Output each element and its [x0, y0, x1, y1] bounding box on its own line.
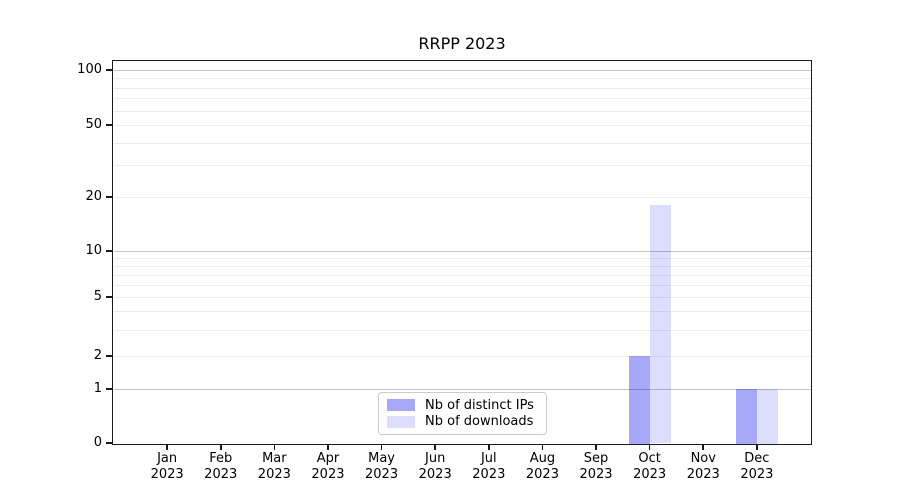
gridline-minor	[113, 265, 811, 267]
x-tick-month: May	[368, 451, 395, 466]
gridline-minor	[113, 78, 811, 80]
y-tick-mark	[106, 355, 112, 357]
x-tick-mark	[166, 445, 168, 450]
x-tick-year: 2023	[686, 466, 720, 482]
x-tick-year: 2023	[633, 466, 667, 482]
chart-title: RRPP 2023	[418, 34, 506, 53]
x-tick-year: 2023	[365, 466, 399, 482]
x-tick-mark	[756, 445, 758, 450]
gridline-major	[113, 70, 811, 71]
gridline-minor	[113, 110, 811, 112]
x-tick-label-may-2023: May 2023	[352, 451, 412, 482]
x-tick-year: 2023	[150, 466, 184, 482]
x-tick-label-jan-2023: Jan 2023	[137, 451, 197, 482]
x-tick-year: 2023	[740, 466, 774, 482]
x-tick-month: Aug	[529, 451, 556, 466]
y-tick-mark	[106, 388, 112, 390]
x-tick-month: Jul	[480, 451, 497, 466]
legend: Nb of distinct IPs Nb of downloads	[378, 392, 547, 435]
y-tick-label: 100	[77, 62, 102, 77]
gridline-minor	[113, 125, 811, 126]
x-tick-month: Jan	[157, 451, 178, 466]
gridline-minor	[113, 356, 811, 357]
x-tick-mark	[702, 445, 705, 450]
y-tick-mark	[106, 124, 112, 126]
x-tick-month: Jun	[425, 451, 446, 466]
x-tick-mark	[327, 445, 329, 450]
y-tick-label: 1	[93, 381, 102, 396]
gridline-minor	[113, 165, 811, 167]
legend-swatch-distinct-ips	[387, 399, 415, 412]
gridline-minor	[113, 197, 811, 198]
x-tick-year: 2023	[418, 466, 452, 482]
x-tick-month: Feb	[209, 451, 233, 466]
y-tick-label: 5	[93, 289, 102, 304]
gridline-minor	[113, 274, 811, 276]
gridline-minor	[113, 98, 811, 100]
y-tick-label: 50	[85, 117, 102, 132]
x-tick-month: Nov	[690, 451, 716, 466]
x-tick-label-mar-2023: Mar 2023	[244, 451, 304, 482]
gridline-minor	[113, 142, 811, 144]
y-tick-mark	[106, 69, 112, 71]
x-tick-label-jun-2023: Jun 2023	[405, 451, 465, 482]
y-tick-label: 20	[85, 189, 102, 204]
x-tick-month: Sep	[583, 451, 609, 466]
x-tick-month: Oct	[638, 451, 661, 466]
x-tick-month: Dec	[744, 451, 770, 466]
y-tick-label: 0	[93, 435, 102, 450]
x-tick-mark	[380, 445, 383, 450]
y-tick-mark	[106, 250, 112, 252]
y-tick-label: 2	[93, 348, 102, 363]
gridlines-layer	[113, 62, 811, 444]
x-tick-year: 2023	[472, 466, 506, 482]
x-tick-year: 2023	[311, 466, 345, 482]
y-tick-mark	[106, 196, 112, 198]
gridline-minor	[113, 329, 811, 331]
x-tick-mark	[488, 445, 490, 450]
x-tick-label-nov-2023: Nov 2023	[673, 451, 733, 482]
gridline-major	[113, 389, 811, 390]
x-tick-label-dec-2023: Dec 2023	[727, 451, 787, 482]
legend-item-distinct-ips: Nb of distinct IPs	[387, 398, 538, 413]
x-tick-label-jul-2023: Jul 2023	[459, 451, 519, 482]
x-tick-mark	[273, 445, 276, 450]
legend-label-distinct-ips: Nb of distinct IPs	[425, 397, 534, 413]
gridline-minor	[113, 257, 811, 259]
gridline-minor	[113, 311, 811, 313]
x-tick-month: Mar	[262, 451, 287, 466]
legend-label-downloads: Nb of downloads	[425, 414, 534, 430]
x-tick-month: Apr	[316, 451, 340, 466]
x-tick-mark	[595, 445, 597, 450]
gridline-minor	[113, 284, 811, 286]
y-tick-mark	[106, 296, 112, 298]
y-tick-mark	[106, 442, 112, 444]
bar-nb-of-downloads-dec-2023	[756, 389, 778, 444]
x-tick-year: 2023	[257, 466, 291, 482]
x-tick-year: 2023	[525, 466, 559, 482]
legend-item-downloads: Nb of downloads	[387, 414, 538, 429]
gridline-minor	[113, 87, 811, 89]
x-tick-year: 2023	[204, 466, 238, 482]
x-tick-label-aug-2023: Aug 2023	[512, 451, 572, 482]
x-tick-label-apr-2023: Apr 2023	[298, 451, 358, 482]
gridline-major	[113, 251, 811, 252]
x-tick-year: 2023	[579, 466, 613, 482]
legend-swatch-downloads	[387, 415, 415, 428]
x-tick-mark	[434, 445, 436, 450]
x-tick-label-feb-2023: Feb 2023	[191, 451, 251, 482]
bar-nb-of-downloads-oct-2023	[649, 205, 671, 444]
bar-nb-of-distinct-ips-oct-2023	[628, 356, 650, 444]
x-tick-label-sep-2023: Sep 2023	[566, 451, 626, 482]
x-tick-mark	[648, 445, 651, 450]
bars-layer	[114, 62, 811, 444]
x-tick-mark	[541, 445, 544, 450]
x-tick-mark	[219, 445, 222, 450]
gridline-minor	[113, 297, 811, 298]
x-tick-label-oct-2023: Oct 2023	[620, 451, 680, 482]
y-tick-label: 10	[85, 243, 102, 258]
bar-nb-of-distinct-ips-dec-2023	[735, 389, 757, 444]
